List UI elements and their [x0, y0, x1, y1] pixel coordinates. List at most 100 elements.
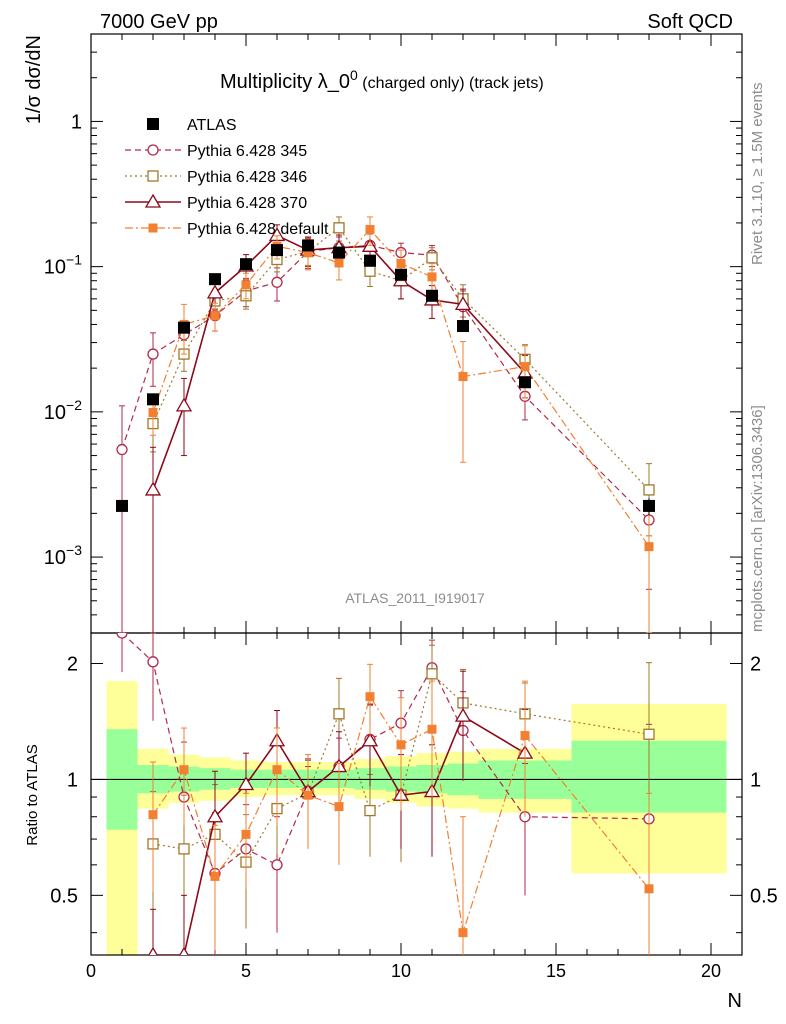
- data-point: [210, 311, 220, 321]
- ratio-point: [116, 633, 128, 639]
- atlas-point: [364, 254, 376, 267]
- ratio-point: [148, 810, 158, 820]
- legend-label: Pythia 6.428 345: [187, 143, 307, 160]
- mcplots-label: mcplots.cern.ch [arXiv:1306.3436]: [749, 405, 766, 632]
- chart-title: Multiplicity λ_00 (charged only) (track …: [220, 67, 544, 93]
- ratio-point: [179, 765, 189, 775]
- ratio-point: [361, 732, 379, 747]
- atlas-point: [457, 320, 469, 333]
- ratio-point: [178, 843, 190, 855]
- data-point: [241, 280, 251, 290]
- legend-label: Pythia 6.428 default: [187, 221, 329, 238]
- ratio-point: [333, 708, 345, 720]
- data-point: [520, 362, 530, 372]
- atlas-point: [209, 273, 221, 286]
- legend-label: ATLAS: [187, 117, 237, 134]
- data-point: [643, 484, 655, 496]
- x-axis-label: N: [728, 990, 742, 1012]
- atlas-point: [147, 393, 159, 406]
- ratio-point: [364, 804, 376, 817]
- y-axis-label: 1/σ dσ/dN: [23, 35, 45, 124]
- data-point: [426, 252, 438, 264]
- ratio-tick-label: 1: [67, 769, 78, 791]
- legend-marker: [147, 144, 159, 156]
- header-left: 7000 GeV pp: [100, 11, 218, 33]
- legend-label: Pythia 6.428 346: [187, 169, 307, 186]
- atlas-point: [519, 376, 531, 389]
- ratio-point: [644, 884, 654, 894]
- ratio-point: [396, 740, 406, 750]
- ratio-point: [643, 728, 655, 740]
- atlas-point: [395, 268, 407, 281]
- data-point: [206, 284, 224, 299]
- data-point: [271, 276, 283, 288]
- ratio-tick-label: 2: [67, 653, 78, 675]
- data-point: [454, 296, 472, 310]
- ratio-line: [153, 714, 526, 955]
- data-point: [644, 542, 654, 552]
- data-point: [144, 481, 162, 496]
- data-point: [175, 397, 193, 412]
- ratio-tick-label: 0.5: [50, 885, 78, 907]
- data-point: [147, 348, 159, 360]
- atlas-point: [426, 289, 438, 302]
- atlas-point: [302, 239, 314, 252]
- ratio-axis-label: Ratio to ATLAS: [24, 744, 41, 845]
- legend-marker: [144, 193, 162, 208]
- series-line: [121, 244, 650, 521]
- legend-marker: [148, 223, 158, 233]
- ratio-tick-label: 0.5: [750, 885, 778, 907]
- data-point: [334, 258, 344, 268]
- x-tick-label: 0: [86, 961, 96, 981]
- ratio-point: [237, 776, 255, 791]
- x-tick-label: 10: [391, 961, 411, 981]
- ratio-point: [179, 946, 189, 955]
- data-point: [116, 443, 128, 456]
- data-point: [458, 372, 468, 382]
- ratio-series: [116, 633, 655, 955]
- ratio-point: [147, 656, 159, 668]
- ratio-point: [365, 692, 375, 702]
- ratio-tick-label: 2: [750, 653, 761, 675]
- atlas-point: [643, 499, 655, 512]
- y-tick-label: 10−1: [44, 252, 82, 279]
- data-point: [396, 259, 406, 269]
- header-right: Soft QCD: [647, 11, 733, 33]
- legend: ATLAS Pythia 6.428 345 Pythia 6.428 346 Pyt…: [125, 117, 329, 238]
- data-point: [365, 225, 375, 235]
- data-point: [427, 272, 437, 282]
- data-point: [333, 222, 345, 234]
- x-tick-label: 15: [546, 961, 566, 981]
- ratio-point: [303, 790, 313, 800]
- ratio-point: [148, 946, 158, 955]
- ratio-point: [272, 765, 282, 775]
- ratio-point: [334, 802, 344, 812]
- atlas-point: [116, 499, 128, 512]
- ratio-point: [271, 859, 283, 871]
- ratio-point: [241, 829, 251, 839]
- atlas-point: [178, 321, 190, 334]
- axes: 0 5 10 15 20 1 10−1 10−2 10−3 2 2 1 1 0.5 0.5: [44, 33, 778, 981]
- data-point: [364, 265, 376, 277]
- analysis-label: ATLAS_2011_I919017: [345, 590, 485, 606]
- x-tick-label: 5: [241, 961, 251, 981]
- atlas-point: [240, 258, 252, 271]
- ratio-point: [520, 731, 530, 741]
- legend-label: Pythia 6.428 370: [187, 195, 307, 212]
- legend-marker: [147, 170, 159, 182]
- ratio-point: [427, 724, 437, 734]
- data-point: [148, 407, 158, 417]
- x-tick-label: 20: [701, 961, 721, 981]
- rivet-label: Rivet 3.1.10, ≥ 1.5M events: [749, 83, 766, 266]
- ratio-point: [210, 871, 220, 881]
- legend-marker: [147, 118, 159, 130]
- series-layer: [116, 216, 655, 955]
- y-tick-label: 10−3: [44, 542, 82, 569]
- main-series: [116, 216, 655, 633]
- ratio-point: [454, 707, 472, 722]
- ratio-point: [206, 808, 224, 823]
- ratio-tick-label: 1: [750, 769, 761, 791]
- ratio-frame: [90, 632, 743, 956]
- atlas-point: [333, 246, 345, 259]
